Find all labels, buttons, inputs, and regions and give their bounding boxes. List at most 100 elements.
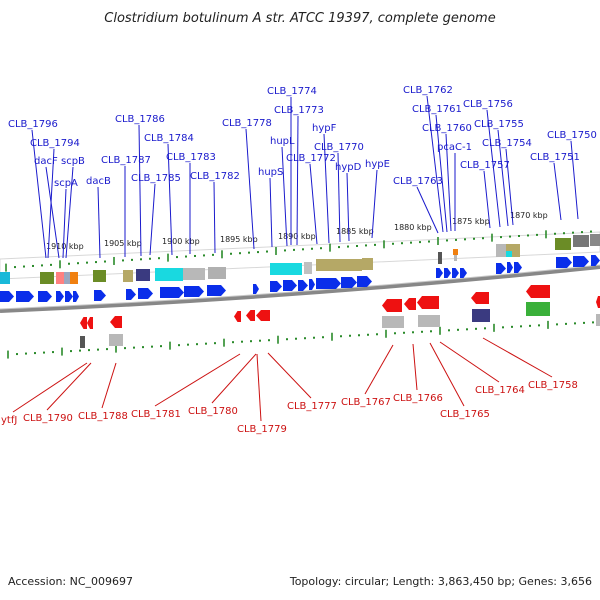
forward-gene-arrow xyxy=(357,276,372,287)
forward-gene-arrow xyxy=(283,280,297,291)
reverse-gene-arrow xyxy=(246,310,255,321)
reverse-gene-label: CLB_1758 xyxy=(528,380,578,391)
forward-label-connector xyxy=(149,183,156,256)
forward-gene-label: CLB_1762 xyxy=(403,85,453,96)
feature-box xyxy=(183,268,205,280)
reverse-gene-arrow xyxy=(382,299,402,312)
reverse-gene-labels: ytfJ CLB_1790 CLB_1788 CLB_1781 CLB_1780 CLB_… xyxy=(1,337,578,435)
reverse-gene-label: CLB_1767 xyxy=(341,397,391,408)
forward-gene-label: CLB_1794 xyxy=(30,138,80,149)
feature-box xyxy=(56,272,64,284)
forward-gene-label: CLB_1750 xyxy=(547,130,597,141)
forward-gene-label: CLB_1751 xyxy=(530,152,580,163)
reverse-gene-arrow xyxy=(471,292,489,304)
forward-gene-arrow xyxy=(184,286,204,297)
reverse-gene-arrow xyxy=(234,311,241,322)
forward-gene-arrow xyxy=(65,291,73,302)
forward-gene-label: pcaC-1 xyxy=(437,142,472,153)
lower-tick-row xyxy=(7,320,594,359)
scale-label: 1870 kbp xyxy=(510,211,548,220)
forward-label-connector xyxy=(323,133,330,244)
reverse-gene-arrow xyxy=(87,317,93,329)
forward-gene-label: CLB_1770 xyxy=(314,142,364,153)
scale-label: 1910 kbp xyxy=(46,242,84,251)
upper-tick-row xyxy=(5,230,592,272)
feature-box xyxy=(512,244,520,257)
backbone-line xyxy=(0,265,600,313)
forward-gene-label: dacB xyxy=(86,176,111,187)
forward-gene-arrow xyxy=(444,268,451,278)
forward-gene-label: CLB_1773 xyxy=(274,105,324,116)
reverse-gene-label: CLB_1781 xyxy=(131,409,181,420)
forward-gene-arrow xyxy=(16,291,34,302)
feature-box xyxy=(526,302,550,316)
feature-box xyxy=(418,315,440,327)
reverse-gene-arrow xyxy=(404,298,416,310)
feature-box xyxy=(454,255,457,261)
forward-gene-arrow xyxy=(341,277,357,288)
feature-box xyxy=(40,272,54,284)
feature-box xyxy=(472,309,490,322)
forward-gene-arrow xyxy=(126,289,136,300)
reverse-label-connector xyxy=(439,341,500,383)
forward-gene-label: CLB_1761 xyxy=(412,104,462,115)
feature-boxes xyxy=(0,234,600,348)
forward-label-connector xyxy=(553,162,562,221)
forward-label-connector xyxy=(31,129,47,259)
forward-gene-arrow xyxy=(436,268,443,278)
forward-label-connector xyxy=(371,169,378,239)
forward-label-connector xyxy=(269,177,273,248)
reverse-label-connector xyxy=(267,352,312,399)
forward-gene-label: CLB_1787 xyxy=(101,155,151,166)
scale-label: 1875 kbp xyxy=(452,217,490,226)
reverse-label-connector xyxy=(482,337,553,378)
forward-gene-label: hypE xyxy=(365,159,390,170)
forward-gene-label: CLB_1755 xyxy=(474,119,524,130)
forward-label-connector xyxy=(505,148,514,226)
reverse-gene-arrow xyxy=(417,296,439,309)
forward-gene-arrow xyxy=(94,290,106,301)
scale-label: 1885 kbp xyxy=(336,227,374,236)
feature-box xyxy=(362,258,373,270)
feature-box xyxy=(80,336,85,348)
forward-label-connector xyxy=(213,181,216,254)
forward-gene-arrow xyxy=(452,268,459,278)
forward-gene-arrow xyxy=(270,281,282,292)
feature-box xyxy=(64,272,70,284)
reverse-gene-label: CLB_1764 xyxy=(475,385,525,396)
forward-gene-label: hypF xyxy=(312,123,337,134)
forward-label-connector xyxy=(426,95,444,233)
forward-gene-arrow xyxy=(253,284,259,294)
forward-gene-label: hupL xyxy=(270,136,295,147)
feature-box xyxy=(382,316,404,328)
feature-box xyxy=(555,238,571,250)
forward-gene-label: dacF xyxy=(34,156,58,167)
forward-gene-arrow xyxy=(38,291,52,302)
reverse-gene-arrow xyxy=(596,296,600,308)
forward-gene-label: CLB_1760 xyxy=(422,123,472,134)
feature-box xyxy=(453,249,458,255)
feature-box xyxy=(573,235,589,247)
forward-gene-label: CLB_1784 xyxy=(144,133,194,144)
forward-gene-arrow xyxy=(591,255,600,266)
feature-box xyxy=(506,244,512,257)
reverse-gene-label: CLB_1788 xyxy=(78,411,128,422)
scale-label: 1880 kbp xyxy=(394,223,432,232)
forward-label-connector xyxy=(65,166,74,259)
forward-label-connector xyxy=(346,172,350,242)
forward-gene-arrow xyxy=(207,285,226,296)
reverse-label-connector xyxy=(412,343,418,391)
forward-label-connector xyxy=(281,146,288,247)
forward-label-connector xyxy=(435,114,448,233)
reverse-gene-arrow xyxy=(110,316,122,328)
forward-gene-label: CLB_1796 xyxy=(8,119,58,130)
forward-gene-arrow xyxy=(73,291,79,302)
forward-label-connector xyxy=(497,129,509,227)
forward-label-connector xyxy=(337,152,341,243)
feature-box xyxy=(93,270,106,282)
forward-label-connector xyxy=(167,143,173,256)
topology-text: Topology: circular; Length: 3,863,450 bp… xyxy=(289,575,592,588)
reverse-gene-label: CLB_1766 xyxy=(393,393,443,404)
